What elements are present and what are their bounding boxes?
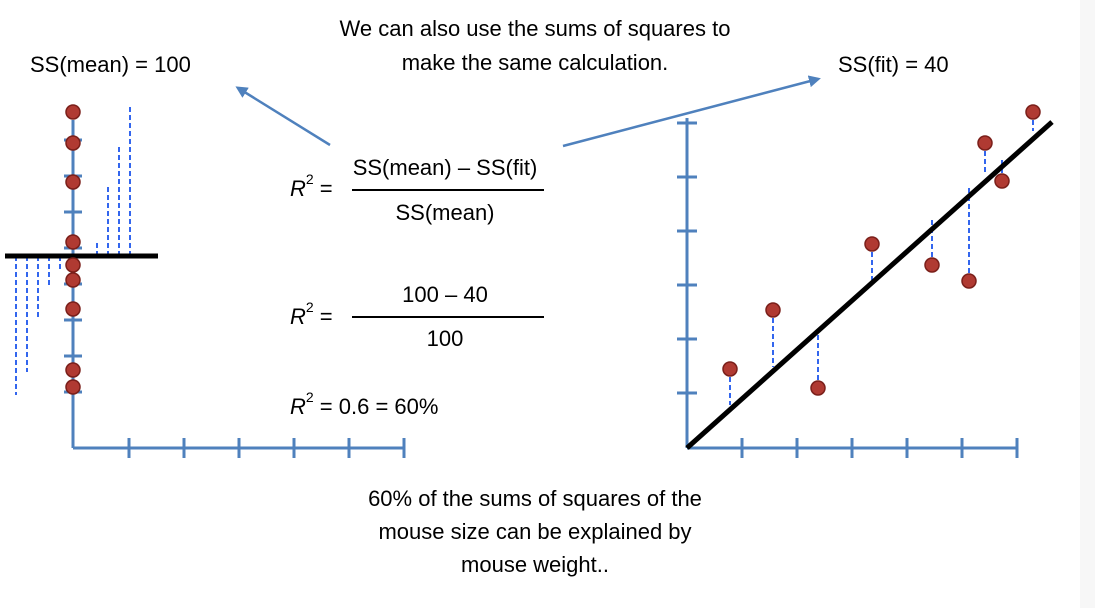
formula1-fraction-bar xyxy=(352,189,544,191)
right-data-point xyxy=(977,135,993,151)
left-data-point xyxy=(65,104,81,120)
header-line-2: make the same calculation. xyxy=(401,50,669,75)
right-data-point xyxy=(722,361,738,377)
formula2-eq: = xyxy=(313,304,333,329)
left-data-point xyxy=(65,379,81,395)
left-data-point xyxy=(65,272,81,288)
left-plot xyxy=(5,104,406,458)
formula3-rhs: = 0.6 = 60% xyxy=(313,394,439,419)
formula1-eq: = xyxy=(313,176,333,201)
formula2-fraction-bar xyxy=(352,316,544,318)
right-data-point xyxy=(810,380,826,396)
formula3-var: R xyxy=(290,394,306,419)
formula2-lhs: R2 = xyxy=(290,299,333,332)
footer-line-1: 60% of the sums of squares of the xyxy=(368,486,702,511)
header-line-1: We can also use the sums of squares to xyxy=(339,16,731,41)
footer-line-3: mouse weight.. xyxy=(461,552,609,577)
right-data-point xyxy=(765,302,781,318)
arrow-to-ss-fit xyxy=(562,75,821,148)
left-data-point xyxy=(65,301,81,317)
left-data-point xyxy=(65,362,81,378)
right-data-point xyxy=(1025,104,1041,120)
left-data-point xyxy=(65,135,81,151)
formula1-var: R xyxy=(290,176,306,201)
right-data-point xyxy=(961,273,977,289)
left-data-point xyxy=(65,174,81,190)
formula1-lhs: R2 = xyxy=(290,171,333,204)
right-data-point xyxy=(864,236,880,252)
formula1-numerator: SS(mean) – SS(fit) xyxy=(352,155,538,180)
footer-line-2: mouse size can be explained by xyxy=(378,519,692,544)
fit-line xyxy=(685,120,1054,450)
formula3: R2 = 0.6 = 60% xyxy=(290,389,439,422)
right-data-point xyxy=(994,173,1010,189)
ss-fit-label: SS(fit) = 40 xyxy=(838,52,949,77)
left-data-point xyxy=(65,234,81,250)
formula2-exp: 2 xyxy=(305,299,314,315)
arrow-to-ss-mean xyxy=(235,86,331,147)
right-edge-strip xyxy=(1080,0,1095,608)
left-data-point xyxy=(65,257,81,273)
formula2-numerator: 100 – 40 xyxy=(402,282,488,307)
right-plot xyxy=(677,104,1054,458)
right-data-point xyxy=(924,257,940,273)
formula2-denominator: 100 xyxy=(426,326,464,351)
formula1-exp: 2 xyxy=(305,171,314,187)
formula2-var: R xyxy=(290,304,306,329)
formula1-denominator: SS(mean) xyxy=(395,200,495,225)
ss-mean-label: SS(mean) = 100 xyxy=(30,52,191,77)
formula3-exp: 2 xyxy=(305,389,314,405)
